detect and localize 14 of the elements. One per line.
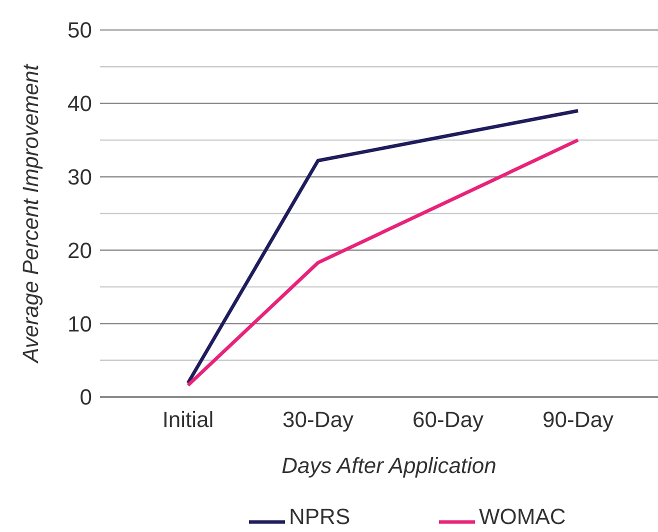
y-tick-label: 50 (68, 18, 92, 43)
y-tick-label: 20 (68, 238, 92, 263)
y-axis-title: Average Percent Improvement (18, 64, 43, 364)
x-tick-label: 60-Day (412, 407, 484, 432)
y-tick-label: 30 (68, 164, 92, 190)
x-tick-label: 90-Day (542, 407, 614, 432)
x-tick-label: 30-Day (282, 407, 354, 432)
y-tick-label: 40 (68, 91, 92, 116)
x-axis-title: Days After Application (282, 453, 496, 478)
legend-label: WOMAC (479, 504, 566, 529)
legend-label: NPRS (289, 504, 350, 529)
y-tick-label: 0 (80, 384, 92, 410)
x-tick-label: Initial (162, 407, 214, 432)
y-tick-label: 10 (68, 311, 92, 336)
